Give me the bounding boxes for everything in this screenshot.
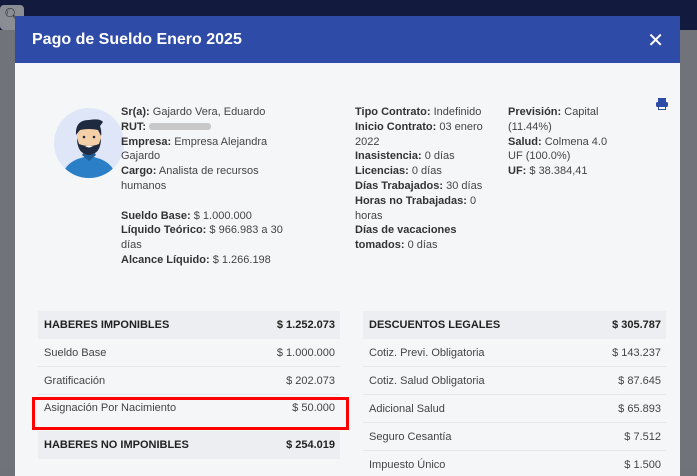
salud-label: Salud: (508, 135, 542, 148)
header-title: HABERES NO IMPONIBLES (44, 439, 189, 451)
row-value: $ 50.000 (292, 402, 335, 414)
row-value: $ 143.237 (612, 346, 661, 359)
printer-icon[interactable] (655, 97, 669, 111)
sr-label: Sr(a): (121, 106, 150, 118)
empresa-label: Empresa: (121, 135, 172, 148)
haberes-imponibles-table: HABERES IMPONIBLES $ 1.252.073 Sueldo Bas… (38, 311, 340, 459)
dias-trabajados-label: Días Trabajados: (355, 179, 444, 192)
table-row: Impuesto Único $ 1.500 (363, 451, 666, 476)
table-header: HABERES NO IMPONIBLES $ 254.019 (38, 431, 340, 459)
employee-info: Sr(a): Gajardo Vera, Eduardo RUT: Empres… (121, 105, 301, 268)
row-label: Gratificación (44, 374, 106, 387)
dias-trabajados-value: 30 días (446, 179, 483, 192)
row-value: $ 7.512 (624, 430, 661, 443)
alcance-liquido-value: $ 1.266.198 (212, 253, 271, 266)
uf-value: $ 38.384,41 (529, 165, 588, 178)
avatar (54, 108, 124, 178)
table-row: Adicional Salud $ 65.893 (363, 395, 666, 423)
row-label: Cotiz. Salud Obligatoria (369, 374, 485, 387)
inasistencia-label: Inasistencia: (355, 150, 422, 163)
row-label: Adicional Salud (369, 402, 445, 415)
table-header: HABERES IMPONIBLES $ 1.252.073 (38, 311, 340, 339)
table-row: Asignación Por Nacimiento $ 50.000 (38, 395, 340, 431)
header-title: HABERES IMPONIBLES (44, 319, 170, 331)
modal-title: Pago de Sueldo Enero 2025 (32, 30, 242, 48)
liquido-teorico-label: Líquido Teórico: (121, 224, 207, 237)
licencias-value: 0 días (411, 165, 442, 178)
uf-label: UF: (508, 165, 527, 178)
row-value: $ 65.893 (618, 402, 661, 415)
row-label: Cotiz. Previ. Obligatoria (369, 346, 485, 359)
contract-info: Tipo Contrato: Indefinido Inicio Contrat… (355, 105, 495, 253)
sueldo-base-value: $ 1.000.000 (193, 209, 252, 222)
table-row: Cotiz. Salud Obligatoria $ 87.645 (363, 367, 666, 395)
horas-no-trabajadas-label: Horas no Trabajadas: (355, 194, 467, 207)
prevision-value: Capital (11.44%) (508, 106, 599, 133)
header-total: $ 254.019 (286, 439, 335, 451)
table-row: Cotiz. Previ. Obligatoria $ 143.237 (363, 339, 666, 367)
table-row: Seguro Cesantía $ 7.512 (363, 423, 666, 451)
alcance-liquido-label: Alcance Líquido: (121, 253, 210, 266)
row-label: Sueldo Base (44, 346, 107, 359)
prevision-label: Previsión: (508, 106, 562, 118)
highlight-box (32, 397, 349, 430)
rut-label: RUT: (121, 120, 147, 133)
cargo-label: Cargo: (121, 165, 157, 178)
tipo-contrato-label: Tipo Contrato: (355, 106, 431, 118)
row-label: Impuesto Único (369, 458, 446, 471)
header-total: $ 305.787 (612, 319, 661, 331)
empresa-value: Empresa Alejandra Gajardo (121, 135, 268, 163)
row-value: $ 202.073 (286, 374, 335, 387)
inasistencia-value: 0 días (424, 150, 455, 163)
cargo-value: Analista de recursos humanos (121, 165, 259, 192)
inicio-contrato-label: Inicio Contrato: (355, 120, 437, 133)
prevision-info: Previsión: Capital (11.44%) Salud: Colme… (508, 105, 623, 179)
liquido-teorico-value: $ 966.983 a 30 días (121, 224, 283, 252)
close-icon[interactable]: ✕ (647, 27, 664, 52)
header-title: DESCUENTOS LEGALES (369, 319, 501, 331)
vacaciones-value: 0 días (407, 239, 438, 252)
row-value: $ 1.000.000 (276, 346, 335, 359)
licencias-label: Licencias: (355, 165, 409, 178)
payslip-modal: Pago de Sueldo Enero 2025 ✕ Sr(a): Gajar… (15, 16, 680, 476)
row-label: Asignación Por Nacimiento (44, 402, 177, 414)
sr-value: Gajardo Vera, Eduardo (152, 106, 266, 118)
row-value: $ 87.645 (618, 374, 661, 387)
rut-redacted (149, 123, 212, 131)
table-header: DESCUENTOS LEGALES $ 305.787 (363, 311, 666, 339)
inicio-contrato-value: 03 enero 2022 (355, 120, 483, 148)
salud-value: Colmena 4.0 UF (100.0%) (508, 135, 608, 163)
row-value: $ 1.500 (624, 458, 661, 471)
horas-no-trabajadas-value: 0 horas (355, 194, 477, 222)
descuentos-legales-table: DESCUENTOS LEGALES $ 305.787 Cotiz. Previ… (363, 311, 666, 476)
sueldo-base-label: Sueldo Base: (121, 209, 191, 222)
row-label: Seguro Cesantía (369, 430, 452, 443)
table-row: Gratificación $ 202.073 (38, 367, 340, 395)
tipo-contrato-value: Indefinido (433, 106, 482, 118)
header-total: $ 1.252.073 (276, 319, 335, 331)
vacaciones-label: Días de vacaciones tomados: (355, 224, 457, 252)
table-row: Sueldo Base $ 1.000.000 (38, 339, 340, 367)
modal-header: Pago de Sueldo Enero 2025 ✕ (15, 16, 680, 63)
